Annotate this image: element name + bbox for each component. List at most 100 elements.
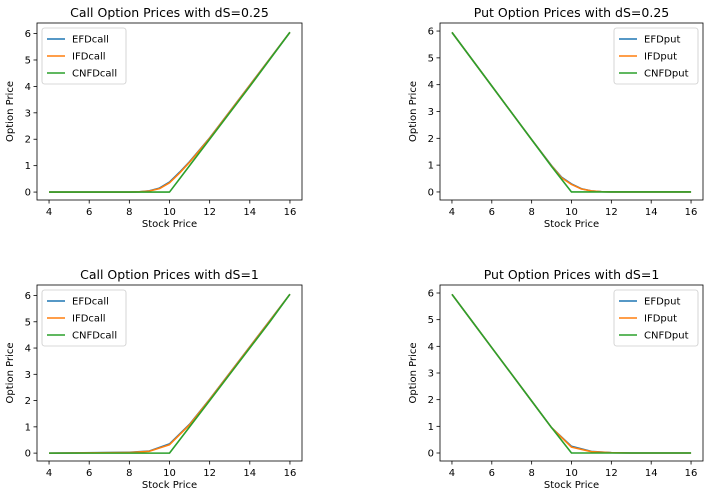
x-tick-label: 14 (645, 468, 658, 479)
chart-title: Call Option Prices with dS=1 (80, 267, 259, 282)
x-axis-label: Stock Price (142, 219, 197, 230)
legend-entry-label: IFDcall (72, 314, 106, 325)
series-line-cnfdcall (49, 293, 291, 454)
x-tick-label: 4 (449, 468, 455, 479)
legend-box (613, 289, 699, 347)
x-tick-label: 16 (284, 468, 297, 479)
y-tick-label: 1 (25, 161, 31, 172)
legend: EFDcall IFDcall CNFDcall (41, 27, 127, 85)
x-tick-label: 8 (528, 207, 534, 218)
y-tick-label: 5 (428, 315, 434, 326)
y-tick-label: 0 (25, 188, 31, 199)
y-tick-label: 6 (25, 29, 31, 40)
series-group (49, 293, 291, 454)
y-tick-label: 0 (428, 449, 434, 460)
x-tick-label: 6 (86, 468, 92, 479)
x-tick-label: 10 (565, 207, 578, 218)
x-tick-label: 16 (685, 207, 698, 218)
x-tick-label: 14 (243, 207, 256, 218)
chart-title: Put Option Prices with dS=0.25 (474, 5, 669, 20)
x-tick-label: 10 (163, 207, 176, 218)
x-tick-label: 12 (203, 207, 216, 218)
legend-entry-label: EFDcall (72, 35, 109, 46)
series-line-cnfdput (451, 31, 692, 193)
legend-entry-label: CNFDput (644, 69, 689, 80)
x-tick-label: 4 (46, 468, 52, 479)
x-tick-label: 8 (126, 468, 132, 479)
legend-entry-label: IFDput (644, 52, 677, 63)
y-tick-label: 0 (25, 449, 31, 460)
y-tick-label: 2 (428, 134, 434, 145)
x-tick-label: 12 (203, 468, 216, 479)
x-axis-label: Stock Price (142, 480, 197, 491)
x-tick-label: 4 (46, 207, 52, 218)
y-tick-label: 6 (25, 291, 31, 302)
x-tick-label: 14 (243, 468, 256, 479)
y-tick-label: 2 (25, 135, 31, 146)
y-tick-label: 4 (428, 80, 434, 91)
y-tick-label: 4 (25, 344, 31, 355)
legend-entry-label: CNFDcall (72, 331, 117, 342)
y-tick-label: 1 (428, 161, 434, 172)
y-tick-label: 6 (428, 289, 434, 300)
y-axis-label: Option Price (408, 81, 419, 142)
x-tick-label: 12 (605, 468, 618, 479)
y-tick-label: 3 (428, 107, 434, 118)
legend-box (41, 27, 127, 85)
y-tick-label: 3 (25, 370, 31, 381)
series-group (49, 31, 291, 193)
x-tick-label: 4 (449, 207, 455, 218)
y-tick-label: 1 (25, 422, 31, 433)
x-tick-label: 10 (565, 468, 578, 479)
x-tick-label: 12 (605, 207, 618, 218)
y-axis-label: Option Price (5, 81, 16, 142)
legend-entry-label: EFDcall (72, 297, 109, 308)
x-tick-label: 16 (685, 468, 698, 479)
legend-entry-label: IFDcall (72, 52, 106, 63)
y-tick-label: 4 (25, 82, 31, 93)
y-tick-label: 6 (428, 27, 434, 38)
chart-title: Put Option Prices with dS=1 (484, 267, 660, 282)
legend-entry-label: EFDput (644, 35, 680, 46)
x-tick-label: 10 (163, 468, 176, 479)
x-tick-label: 6 (86, 207, 92, 218)
y-tick-label: 2 (428, 395, 434, 406)
legend-entry-label: EFDput (644, 297, 680, 308)
legend-entry-label: CNFDput (644, 331, 689, 342)
y-tick-label: 3 (428, 369, 434, 380)
y-tick-label: 5 (25, 317, 31, 328)
y-tick-label: 0 (428, 187, 434, 198)
series-line-cnfdput (451, 293, 692, 454)
legend-entry-label: CNFDcall (72, 69, 117, 80)
y-tick-label: 5 (428, 53, 434, 64)
series-group (451, 31, 692, 193)
legend: EFDput IFDput CNFDput (613, 289, 699, 347)
x-tick-label: 8 (528, 468, 534, 479)
legend-box (41, 289, 127, 347)
legend: EFDcall IFDcall CNFDcall (41, 289, 127, 347)
x-tick-label: 8 (126, 207, 132, 218)
y-tick-label: 4 (428, 342, 434, 353)
y-tick-label: 1 (428, 422, 434, 433)
y-axis-label: Option Price (408, 343, 419, 404)
legend-box (613, 27, 699, 85)
series-line-cnfdcall (49, 31, 291, 193)
legend: EFDput IFDput CNFDput (613, 27, 699, 85)
y-axis-label: Option Price (5, 343, 16, 404)
x-axis-label: Stock Price (544, 480, 599, 491)
x-tick-label: 16 (284, 207, 297, 218)
y-tick-label: 5 (25, 55, 31, 66)
x-tick-label: 6 (489, 468, 495, 479)
x-axis-label: Stock Price (544, 219, 599, 230)
chart-title: Call Option Prices with dS=0.25 (70, 5, 269, 20)
series-group (451, 293, 692, 454)
y-tick-label: 3 (25, 108, 31, 119)
x-tick-label: 14 (645, 207, 658, 218)
x-tick-label: 6 (489, 207, 495, 218)
y-tick-label: 2 (25, 396, 31, 407)
